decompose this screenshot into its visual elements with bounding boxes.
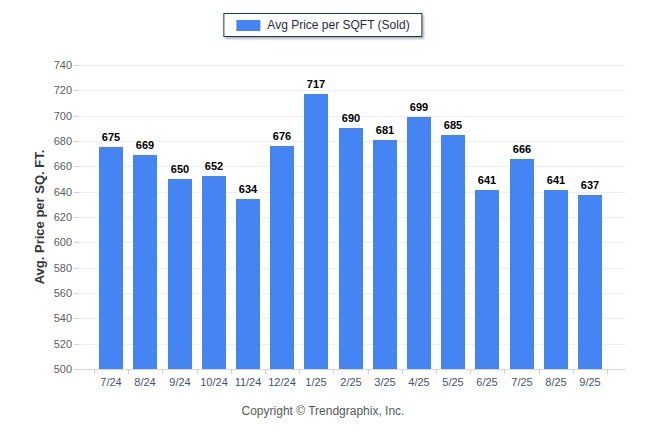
y-tick-label: 560 (38, 287, 72, 299)
y-tick-icon (74, 166, 79, 167)
y-tick-icon (74, 344, 79, 345)
y-gridline (78, 90, 625, 91)
bar-value-label: 676 (262, 130, 302, 142)
bar (475, 190, 499, 369)
bar-value-label: 685 (433, 119, 473, 131)
bar-value-label: 669 (125, 139, 165, 151)
bar (407, 117, 431, 369)
x-tick-label: 9/25 (568, 376, 612, 388)
bar-value-label: 666 (502, 143, 542, 155)
y-tick-label: 660 (38, 160, 72, 172)
chart-root: Avg Price per SQFT (Sold) Avg. Price per… (0, 0, 646, 434)
y-tick-label: 600 (38, 236, 72, 248)
y-tick-icon (74, 217, 79, 218)
y-tick-icon (74, 242, 79, 243)
x-axis-line (78, 369, 625, 370)
bar (133, 155, 157, 369)
y-tick-label: 680 (38, 135, 72, 147)
bar (99, 147, 123, 369)
bar-value-label: 717 (296, 78, 336, 90)
plot-area: 500 520 540 560 580 600 620 640 660 680 700 720 740 6… (0, 0, 646, 434)
y-tick-label: 520 (38, 338, 72, 350)
y-tick-icon (74, 268, 79, 269)
bar-value-label: 634 (228, 183, 268, 195)
bar (578, 195, 602, 369)
x-tick-icon (333, 370, 334, 374)
bar-value-label: 681 (365, 124, 405, 136)
bar-value-label: 690 (331, 112, 371, 124)
y-gridline (78, 65, 625, 66)
x-tick-icon (539, 370, 540, 374)
y-tick-label: 500 (38, 363, 72, 375)
y-tick-icon (74, 141, 79, 142)
x-tick-icon (504, 370, 505, 374)
x-tick-icon (573, 370, 574, 374)
x-tick-icon (265, 370, 266, 374)
bar (510, 159, 534, 369)
x-tick-icon (162, 370, 163, 374)
x-tick-icon (299, 370, 300, 374)
bar (441, 135, 465, 369)
y-tick-icon (74, 293, 79, 294)
copyright-text: Copyright © Trendgraphix, Inc. (0, 404, 646, 418)
bar-value-label: 637 (570, 179, 610, 191)
y-tick-icon (74, 90, 79, 91)
bar (373, 140, 397, 369)
y-tick-label: 720 (38, 84, 72, 96)
y-tick-label: 580 (38, 262, 72, 274)
bar (202, 176, 226, 369)
x-tick-icon (436, 370, 437, 374)
bar (270, 146, 294, 369)
x-tick-icon (94, 370, 95, 374)
y-tick-icon (74, 192, 79, 193)
x-tick-icon (128, 370, 129, 374)
y-tick-label: 740 (38, 59, 72, 71)
bar-value-label: 641 (467, 174, 507, 186)
x-tick-icon (197, 370, 198, 374)
bar (544, 190, 568, 369)
bar (168, 179, 192, 369)
x-tick-icon (607, 370, 608, 374)
bar-value-label: 699 (399, 101, 439, 113)
x-tick-icon (231, 370, 232, 374)
x-tick-icon (368, 370, 369, 374)
y-tick-label: 700 (38, 110, 72, 122)
y-tick-icon (74, 116, 79, 117)
bar (339, 128, 363, 369)
y-tick-icon (74, 65, 79, 66)
x-tick-icon (470, 370, 471, 374)
y-tick-label: 640 (38, 186, 72, 198)
bar-value-label: 652 (194, 160, 234, 172)
bar (304, 94, 328, 369)
y-tick-label: 620 (38, 211, 72, 223)
x-tick-icon (402, 370, 403, 374)
y-tick-icon (74, 318, 79, 319)
bar (236, 199, 260, 369)
y-tick-label: 540 (38, 312, 72, 324)
